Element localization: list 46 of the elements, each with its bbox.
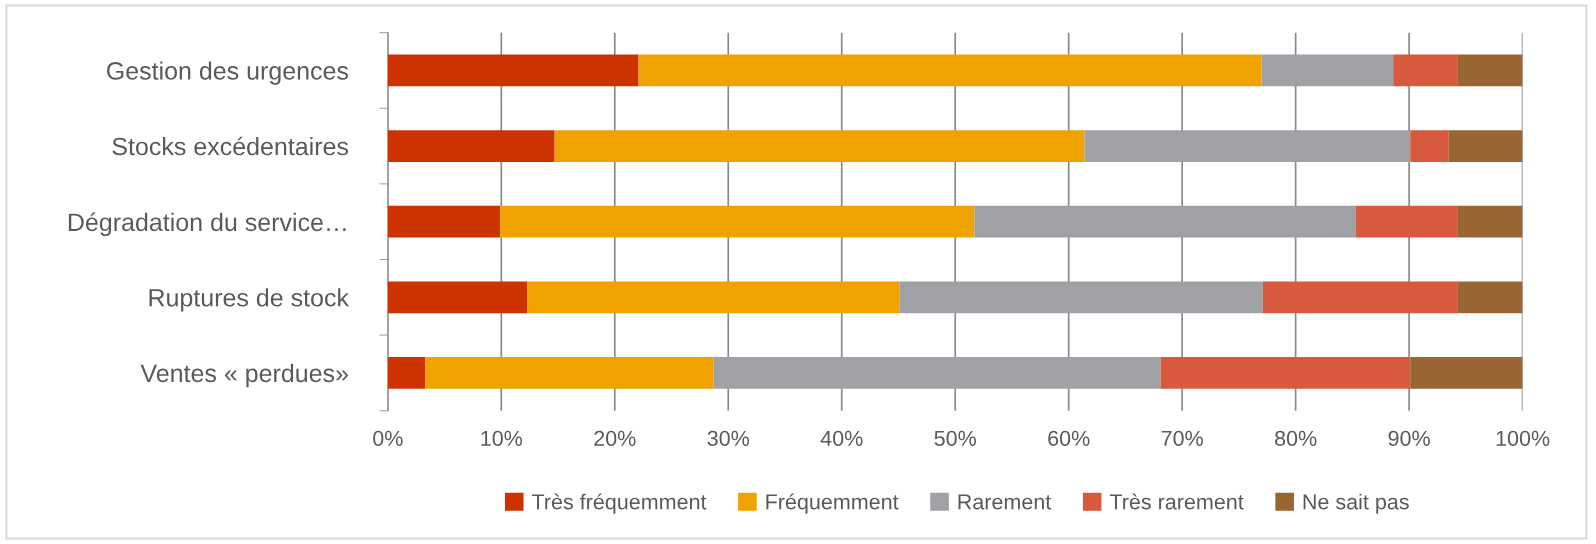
legend-label: Fréquemment — [766, 493, 899, 514]
x-tick-label: 40% — [820, 430, 863, 446]
y-tick-label: Ventes « perdues» — [140, 363, 348, 388]
bar — [638, 54, 1262, 87]
legend-label: Ne sait pas — [1303, 493, 1409, 514]
bar — [1261, 54, 1394, 87]
bar — [1448, 130, 1523, 162]
y-tick-label: Gestion des urgences — [107, 61, 349, 85]
bar — [1160, 357, 1411, 389]
bar — [713, 357, 1161, 389]
bar — [899, 281, 1263, 314]
bar — [425, 357, 714, 389]
y-tick-label: Stocks excédentaires — [112, 136, 349, 156]
y-tick-label: Ruptures de stock — [149, 288, 349, 312]
y-tick-label: Dégradation du service… — [68, 212, 346, 237]
bar — [387, 130, 555, 162]
x-tick-label: 0% — [373, 430, 403, 446]
bar — [387, 205, 501, 238]
bar — [387, 54, 639, 87]
bar — [1457, 281, 1523, 314]
x-tick-label: 60% — [1048, 430, 1090, 446]
x-tick-label: 10% — [481, 430, 523, 446]
bar — [554, 130, 1085, 162]
x-tick-label: 30% — [707, 430, 750, 446]
bar — [1457, 205, 1523, 238]
bar — [1262, 281, 1458, 314]
bar — [387, 281, 528, 314]
legend-label: Très fréquemment — [531, 493, 707, 514]
bar — [1084, 130, 1411, 162]
x-tick-label: 50% — [934, 430, 976, 446]
legend-label: Rarement — [958, 494, 1052, 510]
x-tick-label: 80% — [1275, 430, 1317, 446]
bar — [1393, 54, 1458, 87]
legend-label: Très rarement — [1109, 493, 1244, 510]
bar — [500, 205, 975, 238]
x-tick-label: 90% — [1388, 430, 1430, 446]
bar — [387, 357, 426, 389]
x-tick-label: 20% — [594, 430, 636, 446]
bar — [1410, 130, 1449, 162]
x-tick-label: 100% — [1496, 430, 1550, 446]
bar — [974, 205, 1356, 238]
bar — [1410, 357, 1523, 389]
bar — [527, 281, 900, 314]
bar — [1355, 205, 1458, 238]
bar — [1457, 54, 1523, 87]
x-tick-label: 70% — [1161, 430, 1203, 446]
